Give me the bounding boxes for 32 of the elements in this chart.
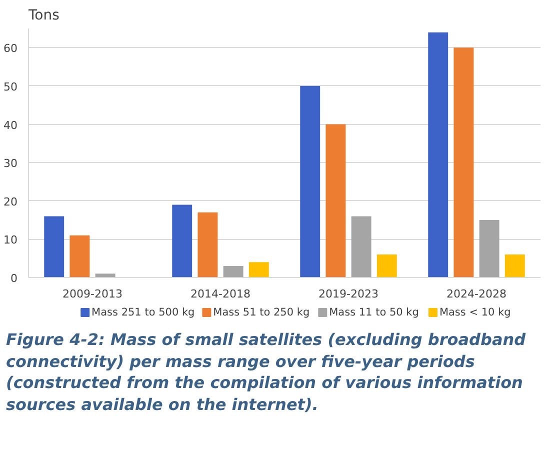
y-axis-title: Tons [28,8,60,24]
bar [351,216,372,278]
x-tick-label: 2009-2013 [62,288,122,300]
bar [376,254,397,278]
bar [248,262,269,278]
bar [172,204,192,278]
bar [95,274,116,278]
bar [70,235,90,278]
x-tick-label: 2014-2018 [190,288,250,300]
bar [504,254,525,278]
legend-label: Mass 11 to 50 kg [329,306,419,318]
caption: Figure 4-2: Mass of small satellites (excluding broadband connectivity) per mass range over five-year periods (constructed from the compilation of various information sources available on the internet). [6,329,526,416]
x-tick-label: 2019-2023 [318,288,378,300]
bar [198,212,218,278]
bar [479,220,500,278]
bar [223,266,244,278]
x-tick-label: 2024-2028 [446,288,506,300]
legend-label: Mass 251 to 500 kg [92,306,195,318]
bar [44,216,64,278]
bar [428,32,448,278]
y-tick-label: 40 [4,118,18,132]
bar [326,124,346,278]
y-tick-label: 0 [10,272,18,285]
y-tick-label: 50 [4,80,18,94]
bar [300,86,320,278]
y-tick-label: 20 [4,195,18,208]
y-tick-label: 60 [4,42,18,56]
y-tick-label: 10 [4,234,18,247]
y-tick-label: 30 [4,157,18,170]
legend-label: Mass < 10 kg [439,306,511,318]
legend-label: Mass 51 to 250 kg [213,306,310,318]
bar [454,48,474,278]
